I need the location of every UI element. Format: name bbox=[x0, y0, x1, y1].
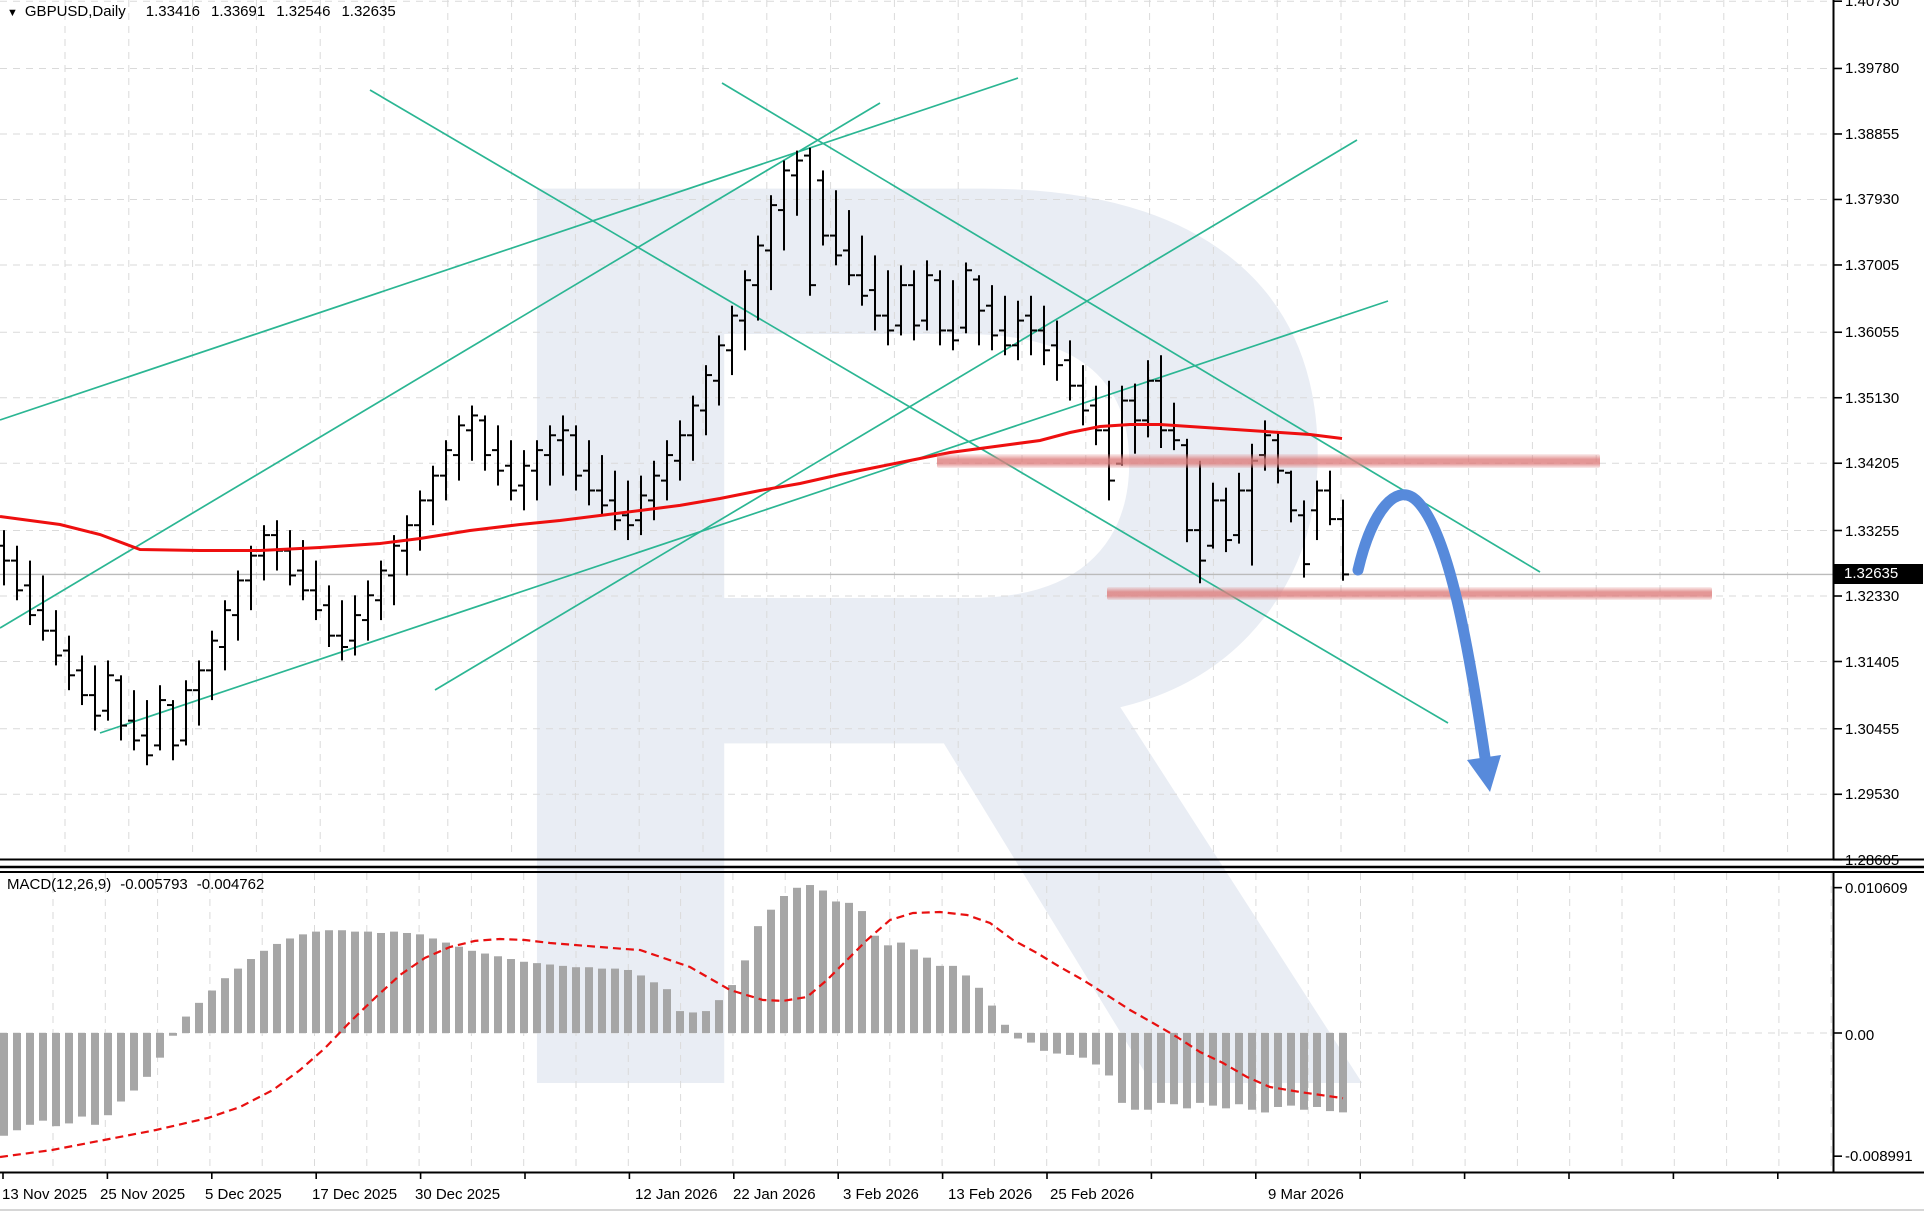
macd-tick-label: -0.008991 bbox=[1845, 1148, 1913, 1165]
macd-tick-label: 0.010609 bbox=[1845, 880, 1908, 897]
price-tick-label: 1.36055 bbox=[1845, 324, 1900, 341]
symbol-dropdown-icon[interactable]: ▼ bbox=[7, 7, 18, 19]
trendline-1[interactable] bbox=[0, 77, 1019, 421]
macd-histogram bbox=[0, 885, 1347, 1136]
current-price-tag: 1.32635 bbox=[1833, 564, 1923, 584]
ohlc-close-value: 1.32635 bbox=[341, 3, 396, 20]
price-tick-label: 1.28605 bbox=[1845, 852, 1900, 869]
forecast-arrow[interactable] bbox=[1352, 489, 1501, 792]
ohlc-high-value: 1.33691 bbox=[210, 3, 266, 20]
date-tick-label: 3 Feb 2026 bbox=[843, 1186, 919, 1203]
date-tick-label: 5 Dec 2025 bbox=[205, 1186, 282, 1203]
moving-average-line[interactable] bbox=[0, 423, 1343, 552]
date-tick-label: 9 Mar 2026 bbox=[1268, 1186, 1344, 1203]
current-price-value: 1.32635 bbox=[1844, 565, 1899, 582]
date-tick-label: 30 Dec 2025 bbox=[415, 1186, 501, 1203]
price-tick-label: 1.38855 bbox=[1845, 126, 1900, 143]
price-tick-label: 1.35130 bbox=[1845, 390, 1900, 407]
price-tick-label: 1.34205 bbox=[1845, 455, 1900, 472]
date-tick-label: 17 Dec 2025 bbox=[312, 1186, 398, 1203]
trendline-6[interactable] bbox=[369, 89, 1449, 724]
date-tick-label: 13 Nov 2025 bbox=[2, 1186, 88, 1203]
price-tick-label: 1.37930 bbox=[1845, 191, 1900, 208]
ohlc-low-value: 1.32546 bbox=[276, 3, 331, 20]
macd-indicator-label: MACD(12,26,9) -0.005793 -0.004762 bbox=[7, 876, 273, 893]
price-tick-label: 1.29530 bbox=[1845, 786, 1900, 803]
macd-tick-label: 0.00 bbox=[1845, 1027, 1875, 1044]
price-tick-label: 1.30455 bbox=[1845, 721, 1900, 738]
macd-signal-line bbox=[0, 910, 1344, 1159]
macd-indicator-name: MACD(12,26,9) bbox=[7, 876, 112, 893]
date-tick-label: 13 Feb 2026 bbox=[948, 1186, 1033, 1203]
price-tick-label: 1.37005 bbox=[1845, 257, 1900, 274]
ohlc-open-value: 1.33416 bbox=[145, 3, 200, 20]
price-tick-label: 1.31405 bbox=[1845, 654, 1900, 671]
forecast-arrowhead-icon bbox=[1467, 755, 1501, 792]
trendline-3[interactable] bbox=[99, 300, 1389, 734]
date-tick-label: 22 Jan 2026 bbox=[733, 1186, 816, 1203]
trendlines-group bbox=[0, 77, 1541, 734]
macd-signal-value: -0.004762 bbox=[196, 876, 265, 893]
symbol-title: GBPUSD,Daily bbox=[24, 3, 126, 20]
price-tick-label: 1.40730 bbox=[1845, 0, 1900, 10]
date-tick-label: 12 Jan 2026 bbox=[635, 1186, 718, 1203]
macd-main-value: -0.005793 bbox=[120, 876, 188, 893]
price-tick-label: 1.39780 bbox=[1845, 60, 1900, 77]
price-tick-label: 1.33255 bbox=[1845, 523, 1900, 540]
date-tick-label: 25 Feb 2026 bbox=[1050, 1186, 1135, 1203]
trendline-4[interactable] bbox=[434, 139, 1358, 691]
watermark-letter: R bbox=[450, 0, 1389, 1216]
price-tick-label: 1.32330 bbox=[1845, 588, 1900, 605]
trendline-2[interactable] bbox=[0, 102, 881, 629]
sr-zone-2[interactable] bbox=[1107, 587, 1712, 600]
date-tick-label: 25 Nov 2025 bbox=[100, 1186, 186, 1203]
forecast-arrow-shaft bbox=[1352, 489, 1492, 770]
price-bars bbox=[0, 147, 1349, 766]
sr-zone-1[interactable] bbox=[937, 454, 1600, 468]
chart-header: ▼ GBPUSD,Daily 1.33416 1.33691 1.32546 1.3263… bbox=[7, 3, 407, 20]
